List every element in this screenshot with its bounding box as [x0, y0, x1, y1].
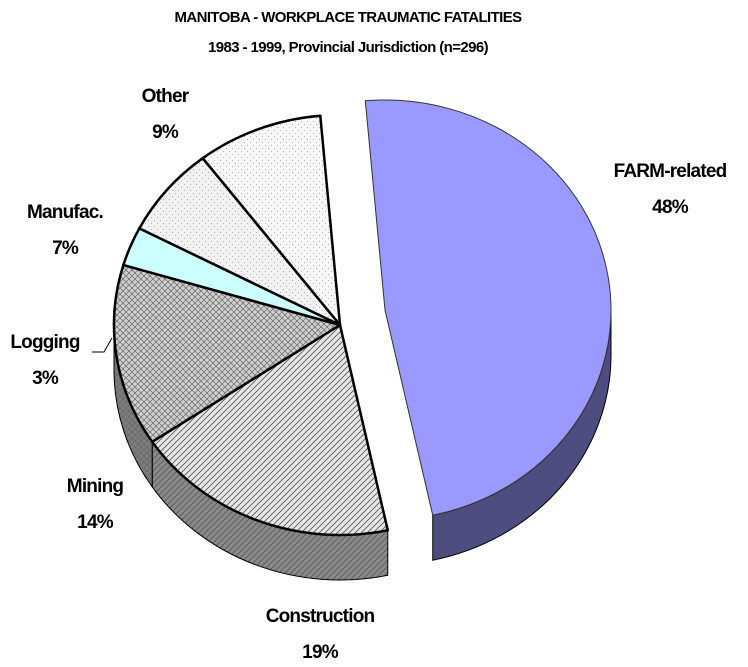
- slice-value-label: 9%: [152, 122, 179, 143]
- leader-line: [92, 337, 113, 353]
- chart-subtitle: 1983 - 1999, Provincial Jurisdiction (n=…: [208, 39, 489, 56]
- slice-label: FARM-related: [614, 161, 727, 182]
- slice-value-label: 19%: [302, 642, 339, 663]
- chart-title: MANITOBA - WORKPLACE TRAUMATIC FATALITIE…: [174, 9, 522, 26]
- pie-slice: [150, 323, 390, 537]
- slice-label: Construction: [266, 606, 375, 627]
- pie-tops: [112, 99, 612, 537]
- pie-slice: [364, 99, 612, 516]
- slice-label: Other: [142, 86, 190, 107]
- slice-label: Logging: [10, 332, 80, 353]
- pie-slice: [112, 263, 342, 444]
- slice-label: Mining: [67, 476, 124, 497]
- slice-value-label: 7%: [52, 238, 79, 259]
- pie-slice: [201, 114, 342, 327]
- slice-label: Manufac.: [27, 202, 103, 223]
- slice-value-label: 48%: [652, 197, 689, 218]
- slice-value-label: 14%: [77, 512, 114, 533]
- slice-value-label: 3%: [32, 368, 59, 389]
